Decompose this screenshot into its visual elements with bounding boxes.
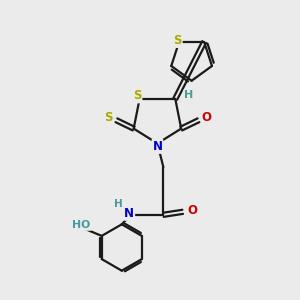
Text: N: N — [124, 207, 134, 220]
Text: HO: HO — [72, 220, 91, 230]
Text: O: O — [187, 204, 197, 217]
Text: H: H — [184, 90, 193, 100]
Text: S: S — [104, 111, 112, 124]
Text: H: H — [114, 200, 123, 209]
Text: N: N — [152, 140, 162, 153]
Text: S: S — [173, 34, 182, 47]
Text: O: O — [202, 111, 212, 124]
Text: S: S — [133, 89, 142, 102]
